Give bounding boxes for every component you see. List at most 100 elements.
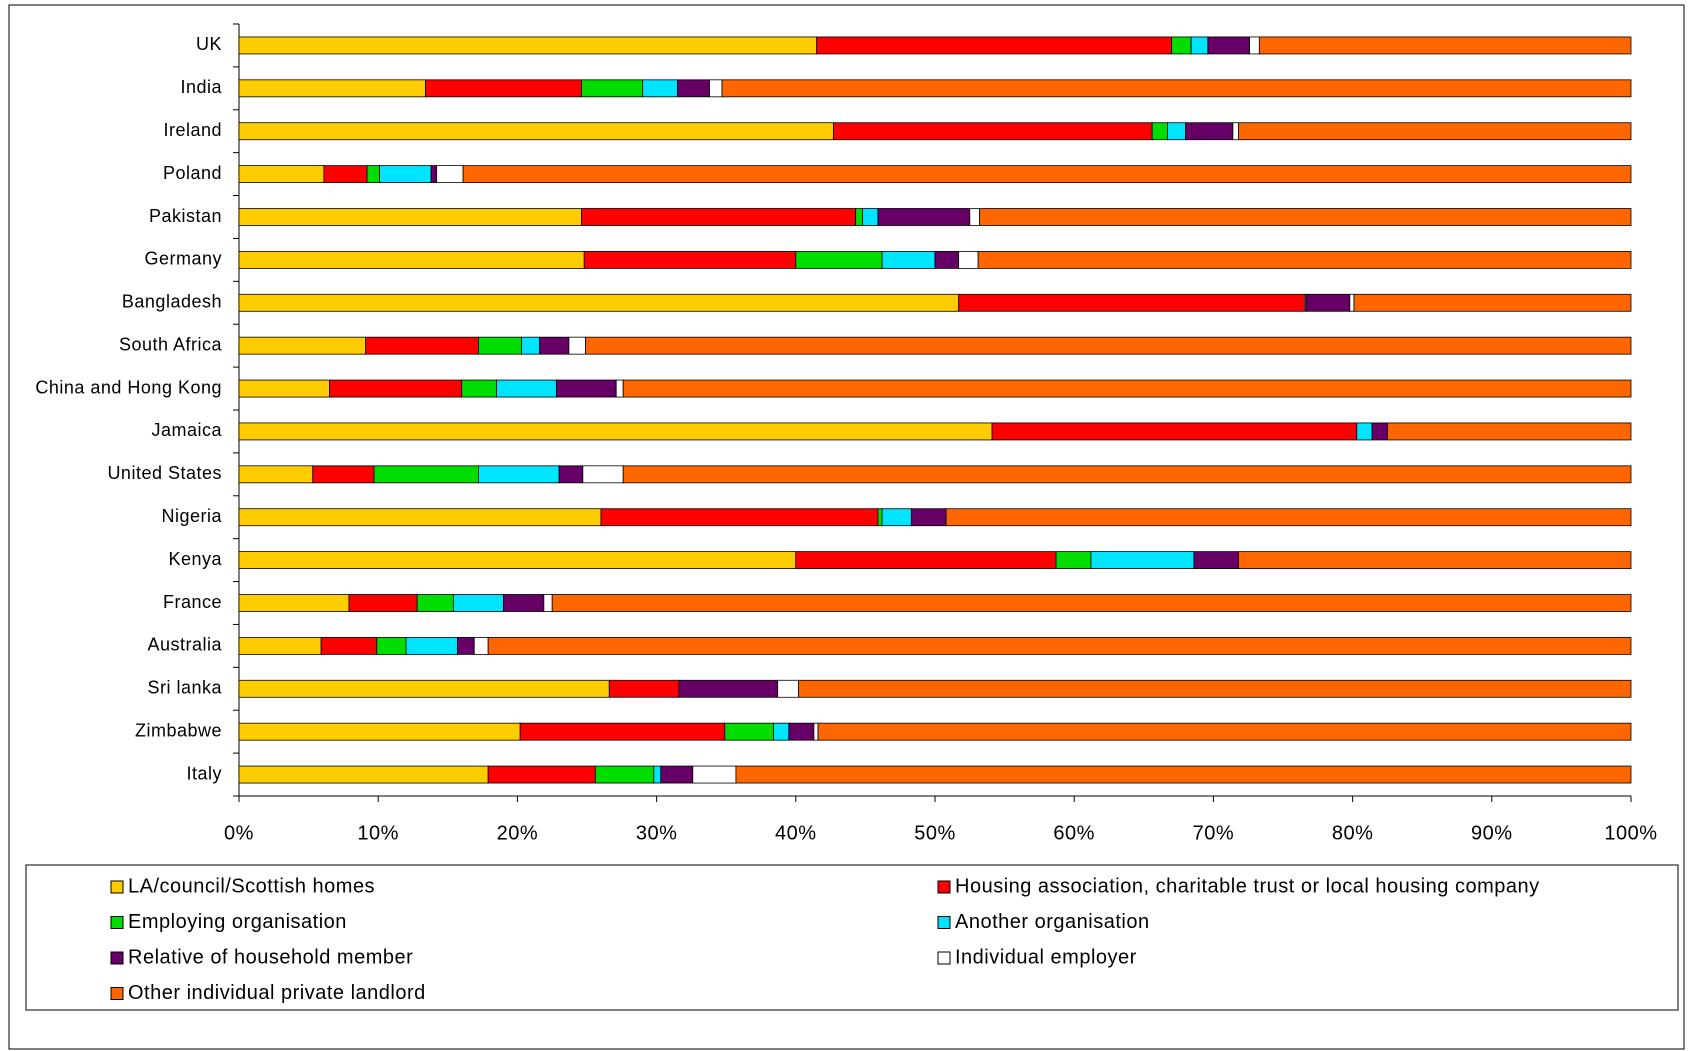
legend-label: Individual employer — [955, 946, 1137, 968]
bar-segment — [379, 165, 432, 184]
category-label: South Africa — [119, 334, 223, 354]
bar-segment — [238, 122, 834, 141]
bar-segment — [551, 594, 1632, 612]
bar-segment — [642, 79, 678, 98]
bar-segment — [461, 379, 497, 398]
bar-segment — [1193, 551, 1239, 570]
legend-label: Employing organisation — [128, 911, 347, 933]
bar-segment — [373, 465, 479, 484]
bar-segment — [979, 208, 1632, 226]
bar-segment — [238, 379, 330, 398]
category-label: China and Hong Kong — [35, 377, 222, 397]
bar-segment — [910, 508, 947, 527]
bar-segment — [478, 336, 522, 355]
bar-segment — [855, 208, 864, 226]
bar-segment — [430, 165, 438, 184]
bar-segment — [735, 765, 1632, 784]
bar-segment — [462, 165, 1632, 184]
bar-segment — [958, 250, 979, 269]
bar-segment — [329, 379, 463, 398]
bar-segment — [539, 336, 570, 355]
bar-segment — [496, 379, 557, 398]
bar-segment — [877, 208, 971, 226]
bar-segment — [238, 465, 314, 484]
bar-segment — [958, 293, 1306, 312]
bar-segment — [581, 208, 857, 226]
bar-segment — [862, 208, 879, 226]
bar-segment — [323, 165, 368, 184]
bar-segment — [473, 636, 489, 655]
bar-segment — [452, 594, 504, 612]
bar-segment — [1171, 36, 1192, 55]
bar-segment — [238, 165, 325, 184]
bar-segment — [555, 379, 617, 398]
bar-segment — [773, 722, 790, 741]
bar-segment — [881, 508, 912, 527]
category-label: Australia — [147, 635, 222, 655]
bar-segment — [585, 336, 1632, 355]
bar-segment — [416, 594, 454, 612]
bar-segment — [788, 722, 815, 741]
bar-segment — [1232, 122, 1239, 141]
bar-segment — [795, 551, 1057, 570]
bar-segment — [677, 79, 710, 98]
x-tick-label: 80% — [1332, 822, 1374, 844]
x-tick-label: 50% — [914, 822, 956, 844]
category-label: France — [163, 592, 222, 612]
bar-segment — [721, 79, 1632, 98]
category-label: Kenya — [168, 549, 222, 569]
legend-label: Housing association, charitable trust or… — [955, 875, 1540, 897]
category-label: United States — [107, 463, 222, 483]
bar-segment — [376, 636, 407, 655]
bar-segment — [238, 765, 489, 784]
bar-segment — [977, 250, 1632, 269]
bar-segment — [777, 679, 799, 698]
bar-segment — [238, 208, 582, 226]
category-label: Jamaica — [151, 420, 222, 440]
bar-segment — [678, 679, 779, 698]
legend-label: Another organisation — [955, 911, 1150, 933]
category-label: Bangladesh — [122, 292, 222, 312]
bar-segment — [969, 208, 980, 226]
bar-segment — [238, 422, 993, 441]
bar-segment — [478, 465, 560, 484]
bar-segment — [238, 36, 818, 55]
bar-segment — [594, 765, 655, 784]
bar-segment — [238, 336, 367, 355]
category-label: UK — [196, 34, 222, 54]
legend-swatch — [110, 987, 124, 1000]
bar-segment — [238, 250, 585, 269]
category-label: India — [180, 77, 222, 97]
bar-segment — [583, 250, 797, 269]
x-tick-label: 70% — [1193, 822, 1235, 844]
bar-segment — [817, 722, 1632, 741]
bar-segment — [238, 722, 521, 741]
bar-segment — [366, 165, 380, 184]
bar-segment — [1238, 122, 1632, 141]
legend-swatch — [110, 916, 124, 929]
bar-segment — [1349, 293, 1355, 312]
bar-segment — [1249, 36, 1260, 55]
bar-segment — [1258, 36, 1632, 55]
bar-segment — [881, 250, 936, 269]
bar-segment — [348, 594, 418, 612]
bar-segment — [934, 250, 960, 269]
bar-segment — [795, 250, 883, 269]
bar-segment — [503, 594, 545, 612]
bar-segment — [724, 722, 774, 741]
category-label: Poland — [163, 163, 222, 183]
category-label: Pakistan — [149, 206, 222, 226]
bar-segment — [1167, 122, 1186, 141]
bar-segment — [622, 379, 1632, 398]
bar-segment — [653, 765, 662, 784]
bar-segment — [608, 679, 680, 698]
bar-segment — [1371, 422, 1388, 441]
category-label: Ireland — [163, 120, 222, 140]
bar-segment — [813, 722, 819, 741]
legend-label: Other individual private landlord — [128, 982, 426, 1004]
bar-segment — [320, 636, 378, 655]
legend-label: LA/council/Scottish homes — [128, 875, 375, 897]
bar-segment — [1090, 551, 1195, 570]
bar-segment — [798, 679, 1632, 698]
bar-segment — [709, 79, 723, 98]
